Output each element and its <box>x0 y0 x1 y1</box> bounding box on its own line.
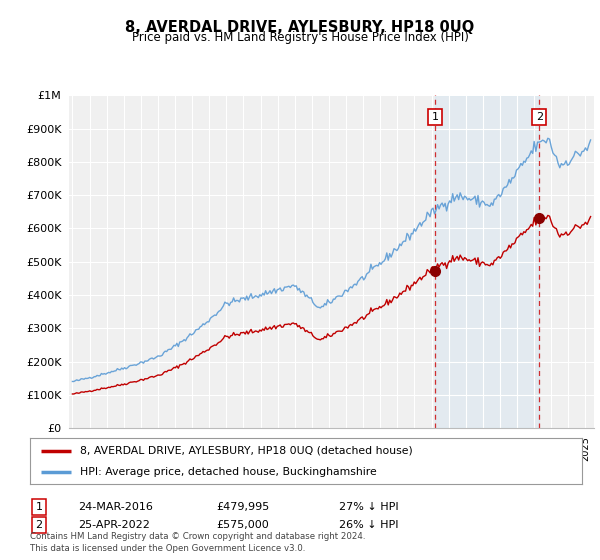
Text: 27% ↓ HPI: 27% ↓ HPI <box>339 502 398 512</box>
Text: 2: 2 <box>536 112 543 122</box>
Text: 8, AVERDAL DRIVE, AYLESBURY, HP18 0UQ (detached house): 8, AVERDAL DRIVE, AYLESBURY, HP18 0UQ (d… <box>80 446 412 456</box>
Text: HPI: Average price, detached house, Buckinghamshire: HPI: Average price, detached house, Buck… <box>80 467 376 477</box>
Text: 25-APR-2022: 25-APR-2022 <box>78 520 150 530</box>
Text: 26% ↓ HPI: 26% ↓ HPI <box>339 520 398 530</box>
Text: 1: 1 <box>432 112 439 122</box>
Bar <box>436 95 539 428</box>
Text: Contains HM Land Registry data © Crown copyright and database right 2024.
This d: Contains HM Land Registry data © Crown c… <box>30 533 365 553</box>
Text: 24-MAR-2016: 24-MAR-2016 <box>78 502 153 512</box>
Text: 1: 1 <box>35 502 43 512</box>
Text: 8, AVERDAL DRIVE, AYLESBURY, HP18 0UQ: 8, AVERDAL DRIVE, AYLESBURY, HP18 0UQ <box>125 20 475 35</box>
Text: Price paid vs. HM Land Registry's House Price Index (HPI): Price paid vs. HM Land Registry's House … <box>131 31 469 44</box>
Text: £575,000: £575,000 <box>216 520 269 530</box>
Text: £479,995: £479,995 <box>216 502 269 512</box>
Text: 2: 2 <box>35 520 43 530</box>
